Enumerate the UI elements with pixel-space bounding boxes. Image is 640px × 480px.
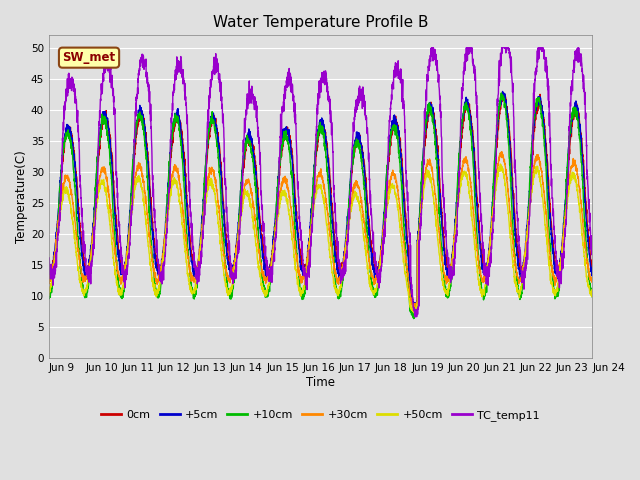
Text: SW_met: SW_met	[63, 51, 116, 64]
+30cm	[498, 149, 506, 155]
+5cm	[140, 118, 147, 123]
0cm	[412, 306, 419, 312]
0cm	[253, 179, 261, 185]
TC_temp11	[107, 65, 115, 71]
Line: +10cm: +10cm	[49, 93, 592, 319]
0cm	[107, 146, 115, 152]
TC_temp11	[588, 247, 596, 253]
+50cm	[107, 229, 115, 235]
TC_temp11	[253, 116, 261, 122]
+10cm	[107, 170, 115, 176]
0cm	[500, 91, 508, 97]
0cm	[588, 264, 596, 270]
+10cm	[253, 217, 261, 223]
+5cm	[253, 190, 261, 196]
Line: 0cm: 0cm	[49, 94, 592, 309]
+5cm	[520, 259, 527, 265]
+10cm	[588, 293, 596, 299]
+5cm	[410, 305, 417, 311]
+10cm	[497, 90, 505, 96]
+30cm	[45, 278, 52, 284]
+50cm	[277, 197, 285, 203]
TC_temp11	[412, 314, 419, 320]
0cm	[520, 267, 527, 273]
+50cm	[520, 267, 527, 273]
Legend: 0cm, +5cm, +10cm, +30cm, +50cm, TC_temp11: 0cm, +5cm, +10cm, +30cm, +50cm, TC_temp1…	[97, 406, 545, 425]
0cm	[45, 261, 52, 266]
+50cm	[140, 193, 147, 199]
+50cm	[497, 161, 504, 167]
0cm	[578, 140, 586, 145]
+10cm	[410, 316, 417, 322]
TC_temp11	[428, 45, 436, 50]
+5cm	[107, 151, 115, 157]
+10cm	[140, 124, 147, 130]
TC_temp11	[140, 53, 147, 59]
+5cm	[45, 266, 52, 272]
+5cm	[588, 265, 596, 271]
Line: +50cm: +50cm	[49, 164, 592, 313]
TC_temp11	[45, 260, 52, 265]
+30cm	[107, 209, 115, 215]
+50cm	[578, 232, 586, 238]
0cm	[140, 118, 147, 124]
Y-axis label: Temperature(C): Temperature(C)	[15, 150, 28, 243]
+50cm	[410, 310, 418, 316]
Line: +5cm: +5cm	[49, 91, 592, 308]
+30cm	[409, 306, 417, 312]
0cm	[277, 153, 285, 158]
Line: +30cm: +30cm	[49, 152, 592, 309]
+50cm	[45, 292, 52, 298]
+10cm	[520, 276, 527, 281]
Title: Water Temperature Profile B: Water Temperature Profile B	[213, 15, 428, 30]
+10cm	[45, 295, 52, 301]
+30cm	[578, 210, 586, 216]
TC_temp11	[277, 141, 285, 147]
+5cm	[578, 152, 586, 158]
+50cm	[253, 255, 261, 261]
+50cm	[588, 290, 596, 296]
+30cm	[520, 263, 527, 269]
+30cm	[588, 277, 596, 283]
+10cm	[578, 167, 586, 172]
X-axis label: Time: Time	[306, 376, 335, 389]
+5cm	[277, 145, 285, 151]
+10cm	[277, 150, 285, 156]
Line: TC_temp11: TC_temp11	[49, 48, 592, 317]
+30cm	[277, 188, 285, 193]
+30cm	[253, 234, 261, 240]
TC_temp11	[520, 280, 527, 286]
+30cm	[140, 177, 147, 183]
+5cm	[499, 88, 506, 94]
TC_temp11	[578, 62, 586, 68]
